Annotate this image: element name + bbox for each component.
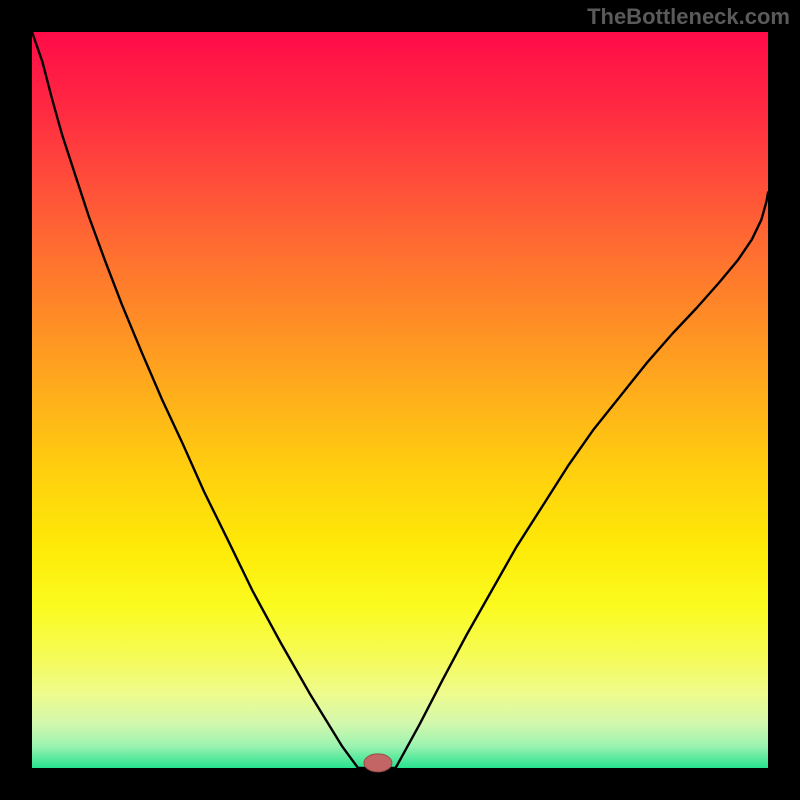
optimal-point-marker — [364, 754, 392, 772]
chart-frame: TheBottleneck.com — [0, 0, 800, 800]
bottleneck-chart: TheBottleneck.com — [0, 0, 800, 800]
watermark-text: TheBottleneck.com — [587, 4, 790, 29]
gradient-background — [32, 32, 768, 768]
